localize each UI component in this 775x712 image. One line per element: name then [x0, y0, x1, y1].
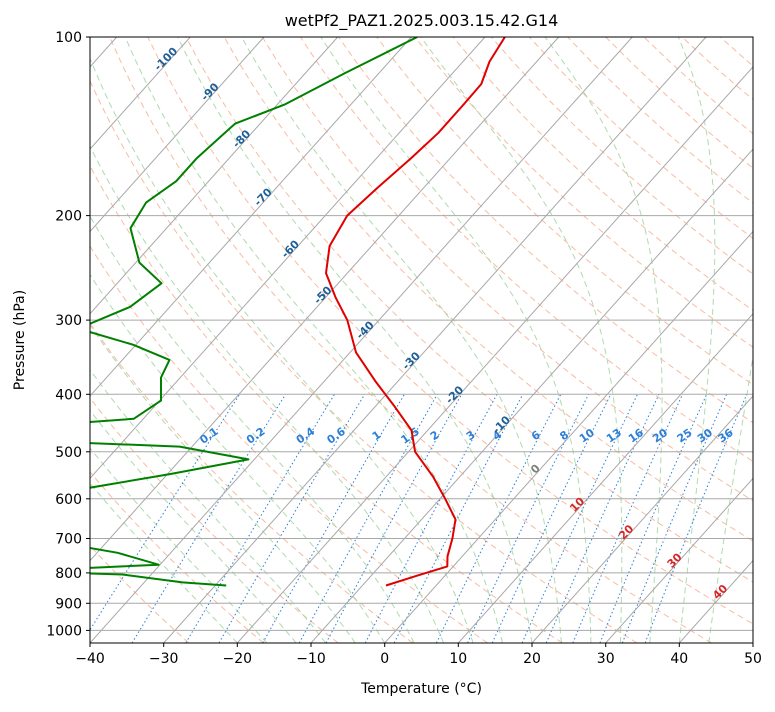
y-tick-label: 300 [55, 313, 82, 329]
x-tick-label: −10 [296, 651, 326, 667]
x-tick-label: 50 [744, 651, 762, 667]
x-tick-label: −20 [223, 651, 253, 667]
x-tick-label: 20 [523, 651, 541, 667]
x-tick-label: −40 [75, 651, 105, 667]
x-tick-label: 30 [597, 651, 615, 667]
y-tick-label: 1000 [46, 623, 82, 639]
y-tick-label: 200 [55, 209, 82, 225]
x-tick-label: 10 [449, 651, 467, 667]
x-axis-label: Temperature (°C) [360, 681, 482, 697]
y-tick-label: 500 [55, 445, 82, 461]
y-tick-label: 600 [55, 492, 82, 508]
y-tick-label: 900 [55, 596, 82, 612]
y-tick-label: 100 [55, 30, 82, 46]
y-axis-label: Pressure (hPa) [12, 290, 28, 390]
y-tick-label: 700 [55, 532, 82, 548]
chart-title: wetPf2_PAZ1.2025.003.15.42.G14 [285, 11, 559, 31]
x-tick-label: 0 [380, 651, 389, 667]
y-tick-label: 800 [55, 566, 82, 582]
x-tick-label: −30 [149, 651, 179, 667]
x-tick-label: 40 [670, 651, 688, 667]
plot-area-background [90, 37, 753, 643]
y-tick-label: 400 [55, 387, 82, 403]
